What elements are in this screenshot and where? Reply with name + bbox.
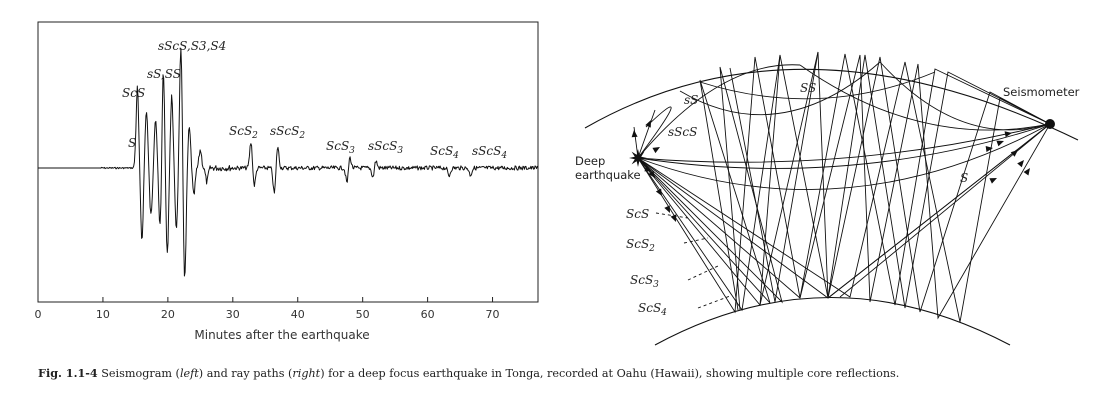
ray-path: [699, 71, 936, 100]
ray-path: [729, 51, 819, 303]
ray-arrowhead: [985, 146, 993, 152]
phase-label: S: [128, 136, 136, 150]
caption-text-3: ) for a deep focus earthquake in Tonga, …: [320, 367, 900, 380]
phase-label: ScS2​: [229, 124, 258, 141]
ray-path: [637, 51, 1051, 313]
seismometer-label: Seismometer: [1003, 85, 1080, 99]
ray-path-panel: Seismometer Deep earthquake sS SS sScS S ScS…: [575, 51, 1080, 346]
seismogram-trace: [38, 48, 539, 277]
core-boundary: [654, 296, 1011, 346]
ray-path: [637, 53, 1051, 314]
caption-left: left: [179, 367, 199, 380]
x-tick-label: 70: [486, 308, 500, 321]
ray-arrowhead: [631, 130, 638, 138]
ray-arrowhead: [1023, 168, 1030, 176]
figure-caption: Fig. 1.1-4 Seismogram (left) and ray pat…: [38, 366, 1098, 380]
ray-path: [637, 54, 1051, 320]
x-tick-label: 30: [226, 308, 240, 321]
source-label-line2: earthquake: [575, 168, 641, 182]
ray-arrowhead: [1017, 160, 1024, 168]
ray-label: ScS3​: [630, 273, 659, 290]
phase-label: sScS2​: [270, 124, 305, 141]
caption-right: right: [292, 367, 321, 380]
ray-label: ScS2​: [626, 237, 655, 254]
ray-path: [827, 123, 1051, 299]
ray-path: [637, 79, 771, 311]
seismogram-frame: [37, 21, 539, 303]
caption-text-1: Seismogram (: [101, 367, 180, 380]
phase-label: sScS,S3,S4: [158, 39, 226, 53]
ray-path: [637, 54, 1051, 312]
label-leader: [683, 237, 709, 244]
ray-path: [839, 123, 1051, 298]
ray-path: [637, 123, 1051, 163]
ray-label: S: [960, 171, 968, 185]
x-tick-label: 60: [421, 308, 435, 321]
ray-label: ScS: [626, 207, 649, 221]
x-axis-title: Minutes after the earthquake: [194, 328, 369, 342]
ray-arrowhead: [655, 188, 662, 196]
ray-arrowhead: [652, 147, 660, 154]
ray-arrowhead: [1010, 150, 1018, 157]
ray-path: [879, 61, 1051, 131]
ray-arrows: [631, 120, 1030, 222]
x-tick-label: 50: [356, 308, 370, 321]
ray-arrowhead: [996, 140, 1004, 147]
ray-path: [637, 109, 656, 159]
ray-path: [637, 123, 1051, 169]
phase-label: ScS3​: [326, 139, 355, 156]
ray-arrowhead: [670, 214, 677, 222]
ray-path: [759, 54, 781, 306]
ray-label: ScS4​: [638, 301, 667, 318]
source-label-line1: Deep: [575, 154, 605, 168]
ray-paths: [633, 51, 1051, 323]
ray-arrowhead: [1004, 131, 1012, 138]
ray-arrowhead: [664, 205, 670, 213]
ray-path: [637, 123, 1051, 190]
x-tick-label: 40: [291, 308, 305, 321]
caption-label: Fig. 1.1-4: [38, 366, 98, 380]
seismogram-panel: 0 10 20 30 40 50 60 70 Minutes after the earthq…: [35, 21, 539, 342]
caption-text-2: ) and ray paths (: [198, 367, 293, 380]
x-tick-label: 0: [35, 308, 42, 321]
x-tick-label: 10: [96, 308, 110, 321]
ray-arrowhead: [989, 178, 997, 184]
ray-arrowhead: [645, 120, 651, 128]
ray-arrowhead: [644, 165, 652, 172]
phase-label: sS,SS: [147, 67, 181, 81]
ray-path: [637, 66, 783, 311]
x-axis-ticks: 0 10 20 30 40 50 60 70: [35, 297, 500, 321]
ray-label: sS: [684, 93, 698, 107]
ray-label: SS: [800, 81, 816, 95]
x-tick-label: 20: [161, 308, 175, 321]
phase-label: sScS3​: [368, 139, 403, 156]
phase-label: ScS4​: [430, 144, 459, 161]
phase-label: sScS4​: [472, 144, 507, 161]
ray-path: [637, 106, 672, 159]
ray-path: [637, 61, 1051, 323]
label-leader: [655, 212, 689, 219]
label-leader: [697, 295, 731, 309]
ray-path: [637, 64, 801, 159]
label-leaders: [655, 212, 731, 309]
ray-labels: sS SS sScS S ScS ScS2​ ScS3​ ScS4​: [626, 81, 968, 318]
earthquake-star: [629, 149, 647, 167]
phase-label: ScS: [122, 86, 145, 100]
ray-arrowhead: [648, 170, 655, 178]
ray-label: sScS: [668, 125, 697, 139]
seismometer-marker: [1045, 119, 1055, 129]
earth-surface: [584, 68, 1079, 141]
ray-path: [679, 61, 881, 116]
